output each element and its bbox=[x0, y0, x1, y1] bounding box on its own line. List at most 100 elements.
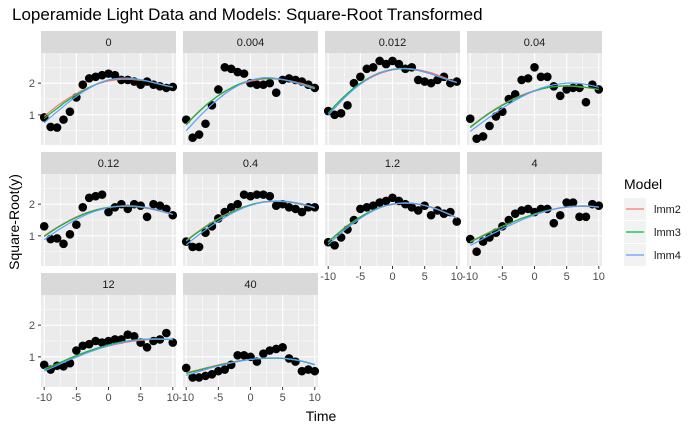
data-point bbox=[413, 75, 423, 85]
data-point bbox=[375, 56, 384, 66]
data-point bbox=[510, 209, 520, 218]
data-point bbox=[362, 64, 372, 74]
data-point bbox=[84, 339, 94, 349]
y-tick-label: 2 bbox=[29, 199, 35, 211]
y-tick-label: 1 bbox=[29, 352, 35, 364]
data-point bbox=[65, 229, 75, 239]
data-point bbox=[394, 59, 404, 69]
data-point bbox=[407, 203, 417, 212]
data-point bbox=[104, 69, 113, 78]
data-point bbox=[271, 344, 281, 354]
data-point bbox=[465, 114, 475, 123]
legend-label: lmm3 bbox=[654, 227, 681, 239]
data-point bbox=[381, 196, 391, 206]
data-point bbox=[162, 204, 171, 214]
data-point bbox=[356, 72, 365, 82]
data-point bbox=[39, 222, 49, 231]
data-point bbox=[188, 242, 197, 252]
legend-label: lmm2 bbox=[654, 204, 681, 216]
x-tick-label: 5 bbox=[422, 271, 428, 283]
data-point bbox=[510, 89, 520, 99]
data-point bbox=[59, 362, 68, 371]
panel-0.004: 0.004 bbox=[181, 31, 320, 145]
y-tick-label: 1 bbox=[29, 110, 35, 122]
data-point bbox=[233, 350, 242, 360]
data-point bbox=[188, 133, 197, 143]
data-point bbox=[104, 207, 113, 217]
data-point bbox=[575, 83, 584, 93]
data-point bbox=[72, 346, 81, 355]
x-tick-label: -10 bbox=[320, 271, 336, 283]
data-point bbox=[349, 78, 359, 88]
data-point bbox=[401, 199, 410, 209]
data-point bbox=[368, 62, 378, 72]
data-point bbox=[233, 67, 242, 77]
data-point bbox=[555, 91, 565, 101]
facet-label: 4 bbox=[531, 158, 537, 170]
data-point bbox=[413, 206, 423, 215]
facet-strip bbox=[325, 152, 460, 174]
y-tick-label: 2 bbox=[29, 320, 35, 332]
legend-item-lmm2: lmm2 bbox=[624, 198, 681, 220]
data-point bbox=[375, 198, 384, 207]
data-point bbox=[517, 206, 526, 215]
data-point bbox=[52, 123, 62, 132]
data-point bbox=[226, 203, 236, 212]
x-tick-label: -5 bbox=[213, 392, 223, 404]
data-point bbox=[523, 204, 533, 214]
y-tick-label: 2 bbox=[29, 78, 35, 90]
data-point bbox=[201, 371, 210, 381]
x-tick-label: 10 bbox=[451, 271, 463, 283]
data-point bbox=[39, 360, 49, 370]
data-point bbox=[194, 242, 204, 252]
data-point bbox=[168, 210, 178, 220]
data-point bbox=[129, 331, 139, 341]
data-point bbox=[91, 191, 100, 201]
data-point bbox=[136, 201, 145, 211]
data-point bbox=[562, 198, 571, 207]
data-point bbox=[59, 239, 68, 249]
data-point bbox=[65, 107, 75, 116]
chart-title: Loperamide Light Data and Models: Square… bbox=[12, 5, 483, 24]
facet-strip bbox=[41, 273, 176, 295]
panel-0.012: 0.012 bbox=[323, 31, 462, 145]
x-tick-label: -5 bbox=[71, 392, 81, 404]
data-point bbox=[220, 62, 230, 72]
facet-strip bbox=[467, 152, 602, 174]
data-point bbox=[194, 130, 204, 139]
data-point bbox=[162, 328, 171, 338]
facet-strip bbox=[41, 152, 176, 174]
data-point bbox=[84, 74, 94, 83]
data-point bbox=[336, 233, 346, 242]
data-point bbox=[284, 203, 294, 212]
data-point bbox=[388, 56, 397, 66]
data-point bbox=[91, 72, 100, 82]
data-point bbox=[330, 241, 339, 250]
data-point bbox=[123, 330, 133, 339]
data-point bbox=[291, 204, 300, 214]
data-point bbox=[330, 110, 339, 120]
data-point bbox=[278, 343, 287, 352]
facet-label: 0 bbox=[105, 37, 111, 49]
data-point bbox=[84, 193, 94, 203]
x-tick-label: 0 bbox=[531, 271, 537, 283]
data-point bbox=[265, 78, 275, 88]
data-point bbox=[297, 366, 307, 376]
facet-strip bbox=[183, 152, 318, 174]
data-point bbox=[549, 218, 559, 228]
facet-label: 0.12 bbox=[98, 158, 119, 170]
facet-strip bbox=[183, 31, 318, 53]
panel-0.4: 0.4 bbox=[181, 152, 320, 266]
facet-strip bbox=[183, 273, 318, 295]
fit-line-lmm4 bbox=[469, 82, 599, 132]
data-point bbox=[91, 336, 100, 346]
data-point bbox=[97, 190, 107, 199]
data-point bbox=[97, 70, 107, 80]
data-point bbox=[575, 212, 584, 222]
data-point bbox=[555, 210, 565, 220]
data-point bbox=[265, 346, 275, 355]
data-point bbox=[252, 190, 262, 199]
fit-line-lmm4 bbox=[185, 200, 315, 246]
fit-line-lmm4 bbox=[185, 77, 315, 132]
data-point bbox=[181, 363, 191, 373]
